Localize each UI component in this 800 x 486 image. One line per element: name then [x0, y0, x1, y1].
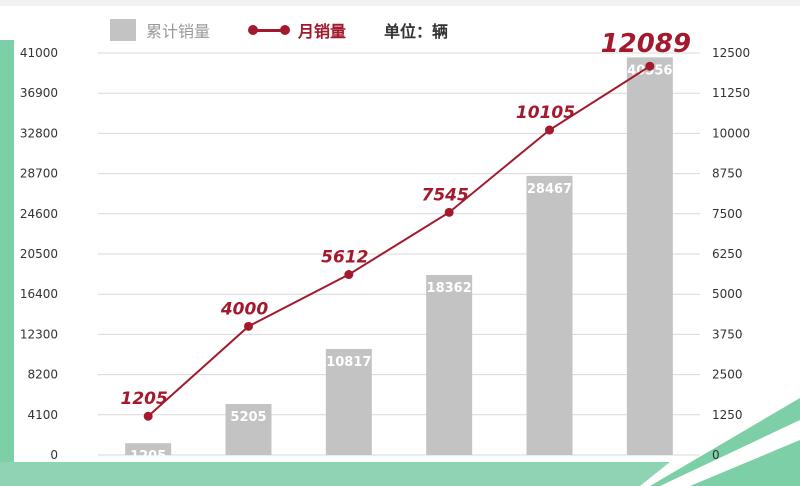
bar-value-label: 1205	[130, 449, 166, 464]
y-right-tick-label: 10000	[712, 126, 750, 140]
y-right-tick-label: 5000	[712, 287, 743, 301]
top-band	[0, 0, 800, 6]
line-value-label: 5612	[321, 248, 368, 268]
y-left-tick-label: 41000	[20, 46, 58, 60]
y-left-tick-label: 8200	[27, 368, 58, 382]
y-right-tick-label: 7500	[712, 207, 743, 221]
legend-cumulative-label: 累计销量	[146, 22, 211, 41]
y-right-tick-label: 1250	[712, 408, 743, 422]
y-left-tick-label: 32800	[20, 126, 58, 140]
bar-value-label: 40556	[627, 63, 672, 78]
y-left-tick-label: 16400	[20, 287, 58, 301]
y-left-tick-label: 4100	[27, 408, 58, 422]
bar-value-label: 10817	[326, 355, 371, 370]
y-right-tick-label: 6250	[712, 247, 743, 261]
bar	[125, 443, 172, 455]
legend-monthly-label: 月销量	[298, 22, 347, 41]
line-value-label: 7545	[422, 185, 469, 205]
line-point	[545, 125, 554, 135]
y-right-tick-label: 8750	[712, 167, 743, 181]
y-left-tick-label: 36900	[20, 86, 58, 100]
y-right-tick-label: 11250	[712, 86, 750, 100]
chart-legend: 累计销量 月销量 单位：辆	[110, 18, 448, 42]
legend-unit-label: 单位：辆	[384, 22, 449, 41]
legend-bar-swatch	[110, 19, 136, 41]
y-right-tick-label: 2500	[712, 368, 743, 382]
bottom-green-band	[0, 462, 670, 486]
right-green-corner	[650, 398, 800, 486]
left-green-stripe	[0, 40, 14, 486]
bar	[526, 175, 573, 456]
line-value-label: 1205	[121, 389, 168, 409]
line-point	[143, 411, 153, 421]
line-point	[344, 270, 354, 280]
line-value-label: 4000	[220, 299, 268, 319]
bar	[225, 403, 272, 455]
bar	[626, 57, 673, 456]
bar	[426, 274, 473, 455]
line-point	[444, 207, 454, 217]
legend-line-marker	[248, 19, 291, 41]
y-left-tick-label: 24600	[20, 207, 58, 221]
bar-value-label: 28467	[527, 182, 572, 197]
y-right-tick-label: 12500	[712, 46, 750, 60]
y-left-tick-label: 0	[50, 448, 58, 462]
line-value-label: 12089	[601, 29, 691, 59]
y-right-tick-label: 0	[712, 448, 720, 462]
y-left-tick-label: 12300	[20, 327, 58, 341]
line-point	[244, 321, 253, 331]
bar-value-label: 18362	[427, 281, 472, 296]
right-white-slash	[660, 420, 800, 486]
y-right-tick-label: 3750	[712, 327, 743, 341]
y-left-tick-label: 20500	[20, 247, 58, 261]
line-series	[147, 65, 651, 417]
bar-value-label: 5205	[230, 410, 266, 425]
line-value-label: 10105	[516, 103, 575, 123]
line-point	[645, 61, 655, 71]
bar	[325, 348, 372, 455]
y-left-tick-label: 28700	[20, 167, 58, 181]
